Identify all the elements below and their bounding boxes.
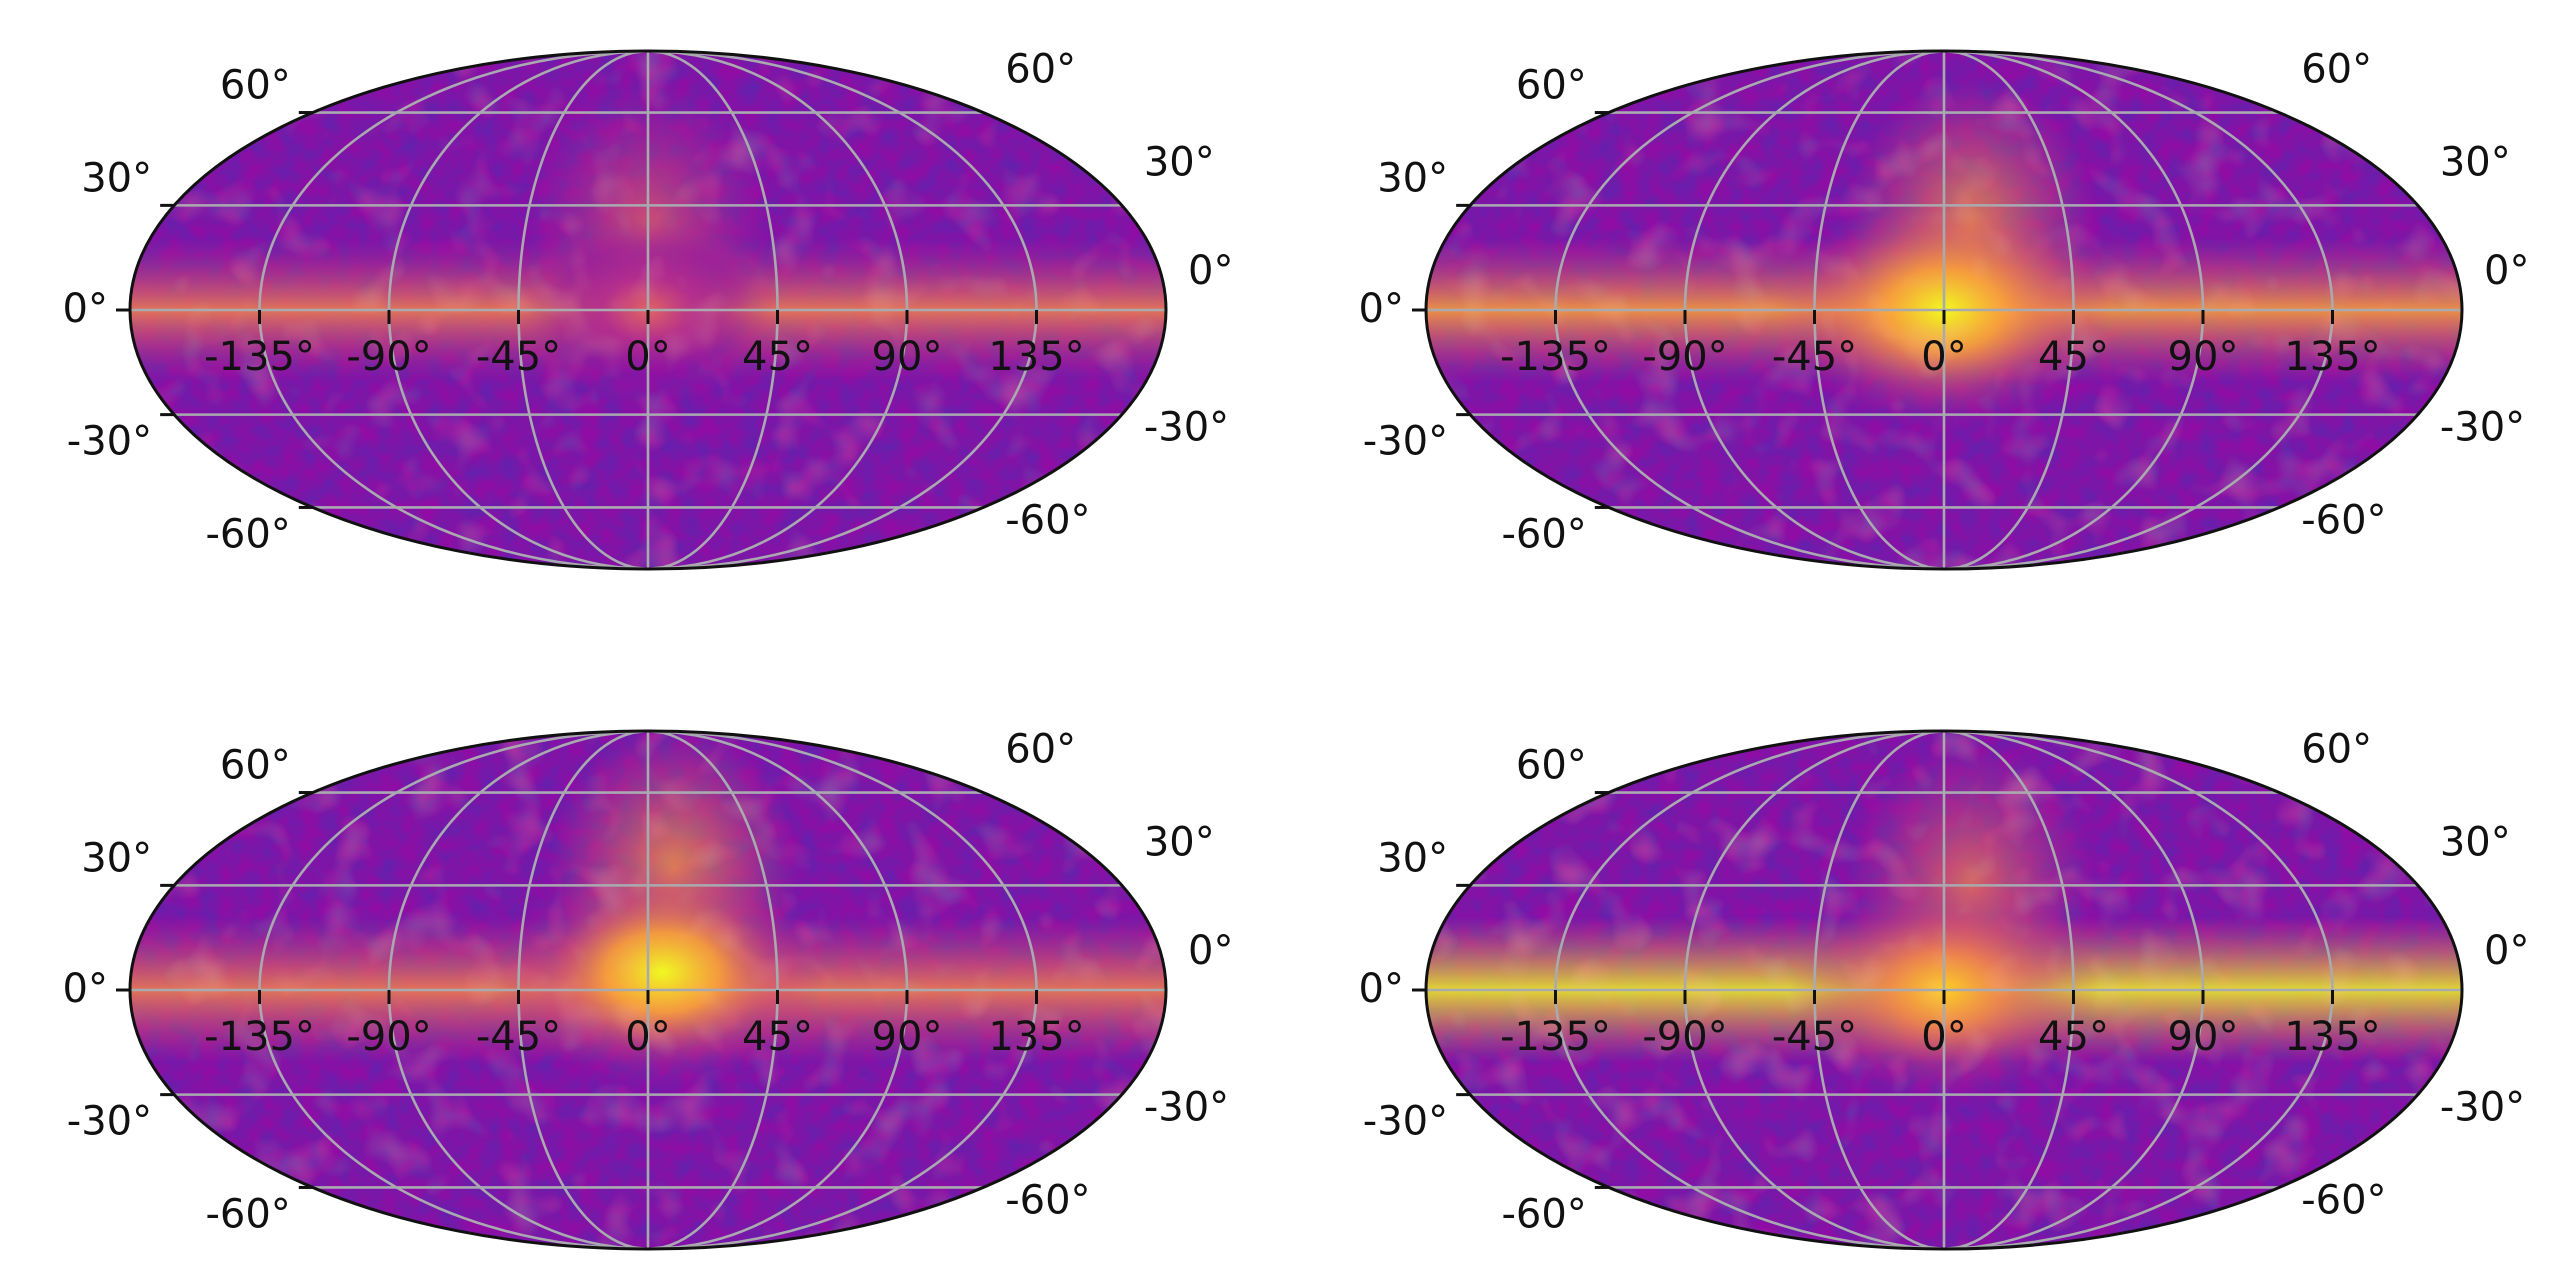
lat-tick-label-left: 60° — [220, 63, 291, 109]
lat-tick-label-left: -60° — [205, 511, 290, 557]
lon-tick-label: 45° — [2038, 1014, 2109, 1060]
lat-tick-label-left: 0° — [63, 286, 108, 332]
lat-tick-label-right: 60° — [2301, 47, 2372, 93]
lon-tick-label: 90° — [2168, 1014, 2239, 1060]
lon-tick-label: 0° — [1921, 1014, 1966, 1060]
lon-tick-label: -45° — [476, 334, 561, 380]
lon-tick-label: -90° — [1642, 1014, 1727, 1060]
lat-tick-label-left: -30° — [1363, 419, 1448, 465]
lon-tick-label: 135° — [988, 1014, 1084, 1060]
lon-tick-label: 45° — [742, 334, 813, 380]
graticule — [1426, 49, 2462, 571]
lat-tick-label-left: -30° — [67, 1099, 152, 1145]
lat-tick-label-left: -30° — [67, 419, 152, 465]
lat-tick-label-left: 60° — [220, 743, 291, 789]
lon-tick-label: 135° — [2284, 1014, 2380, 1060]
lat-tick-label-right: 30° — [2440, 819, 2511, 865]
lon-tick-label: 0° — [1921, 334, 1966, 380]
lon-tick-label: -90° — [346, 334, 431, 380]
sky-map-panel-1: -135° -90° -45° 0° 45° 90° 135° 60° 60° 30° 30° 0° 0… — [63, 47, 1233, 571]
lat-tick-label-left: -60° — [205, 1191, 290, 1237]
lat-tick-label-left: 0° — [1359, 966, 1404, 1012]
lat-tick-label-right: -60° — [1005, 497, 1090, 543]
lat-tick-label-right: 60° — [2301, 727, 2372, 773]
lat-tick-label-left: -30° — [1363, 1099, 1448, 1145]
lon-tick-label: 45° — [742, 1014, 813, 1060]
lon-tick-label: 90° — [872, 1014, 943, 1060]
lon-tick-label: -135° — [1500, 1014, 1611, 1060]
lon-tick-label: -45° — [476, 1014, 561, 1060]
sky-map-panel-2: -135° -90° -45° 0° 45° 90° 135° 60° 60° 30° 30° 0° 0… — [1359, 47, 2529, 571]
lon-tick-label: 0° — [625, 334, 670, 380]
lon-tick-label: -135° — [1500, 334, 1611, 380]
lat-tick-label-right: -60° — [2301, 497, 2386, 543]
lon-tick-label: -45° — [1772, 334, 1857, 380]
lat-tick-label-left: 30° — [1377, 835, 1448, 881]
lat-tick-label-right: -60° — [2301, 1177, 2386, 1223]
lat-tick-label-right: 30° — [1144, 819, 1215, 865]
lat-tick-label-right: 30° — [1144, 139, 1215, 185]
lon-tick-label: 135° — [2284, 334, 2380, 380]
lat-tick-label-right: -30° — [2440, 405, 2525, 451]
sky-map-panel-4: -135° -90° -45° 0° 45° 90° 135° 60° 60° 30° 30° 0° 0… — [1359, 727, 2529, 1251]
lon-tick-label: 135° — [988, 334, 1084, 380]
lat-tick-label-left: 60° — [1516, 743, 1587, 789]
lon-tick-label: 90° — [872, 334, 943, 380]
lat-tick-label-left: 30° — [81, 155, 152, 201]
lat-tick-label-right: -30° — [2440, 1085, 2525, 1131]
lat-tick-label-right: -60° — [1005, 1177, 1090, 1223]
lat-tick-label-right: -30° — [1144, 405, 1229, 451]
lat-tick-label-right: 0° — [2484, 928, 2529, 974]
lat-tick-label-left: -60° — [1501, 511, 1586, 557]
lat-tick-label-right: 30° — [2440, 139, 2511, 185]
lon-tick-label: 0° — [625, 1014, 670, 1060]
sky-map-panel-3: -135° -90° -45° 0° 45° 90° 135° 60° 60° 30° 30° 0° 0… — [63, 727, 1233, 1251]
lat-tick-label-left: 60° — [1516, 63, 1587, 109]
lon-tick-label: 45° — [2038, 334, 2109, 380]
lat-tick-label-left: 30° — [1377, 155, 1448, 201]
lat-tick-label-right: -30° — [1144, 1085, 1229, 1131]
lat-tick-label-left: 0° — [1359, 286, 1404, 332]
lat-tick-label-left: 0° — [63, 966, 108, 1012]
lat-tick-label-left: -60° — [1501, 1191, 1586, 1237]
lat-tick-label-right: 0° — [2484, 248, 2529, 294]
lon-tick-label: 90° — [2168, 334, 2239, 380]
lat-tick-label-right: 0° — [1188, 248, 1233, 294]
lon-tick-label: -135° — [204, 1014, 315, 1060]
lat-tick-label-left: 30° — [81, 835, 152, 881]
lon-tick-label: -45° — [1772, 1014, 1857, 1060]
lat-tick-label-right: 60° — [1005, 47, 1076, 93]
lat-tick-label-right: 60° — [1005, 727, 1076, 773]
lon-tick-label: -90° — [346, 1014, 431, 1060]
lon-tick-label: -90° — [1642, 334, 1727, 380]
lon-tick-label: -135° — [204, 334, 315, 380]
lat-tick-label-right: 0° — [1188, 928, 1233, 974]
